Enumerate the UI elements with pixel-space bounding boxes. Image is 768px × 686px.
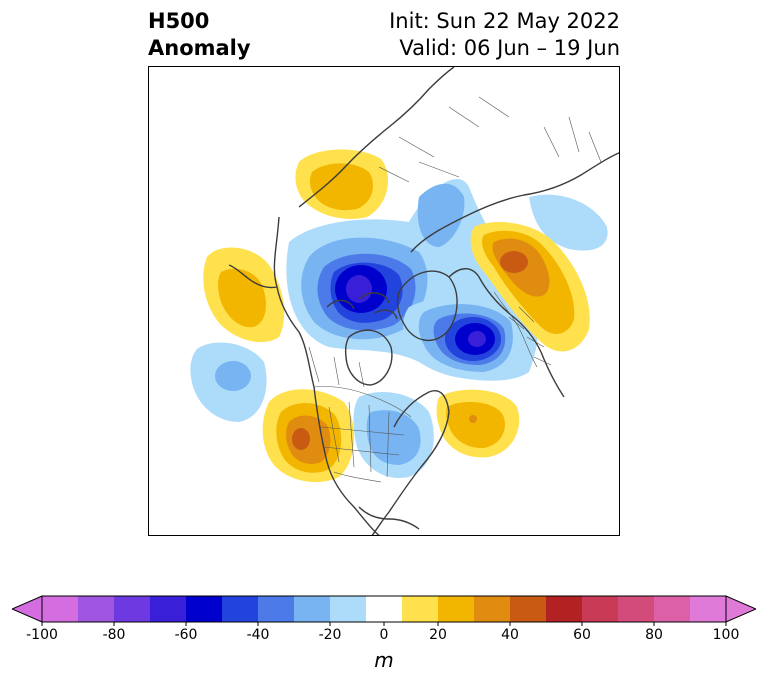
coastline-north-america-east: [371, 390, 450, 535]
coastline-greenland: [396, 270, 458, 341]
positive-anomaly-pacific-20: [218, 268, 266, 328]
colorbar-tick-label: 100: [712, 627, 740, 643]
init-date: Init: Sun 22 May 2022: [389, 9, 620, 33]
colorbar-segment: [222, 596, 259, 622]
colorbar-segment: [294, 596, 331, 622]
positive-anomaly-canada-20: [309, 163, 373, 211]
map-dates: Init: Sun 22 May 2022 Valid: 06 Jun – 19…: [389, 8, 620, 62]
colorbar-tick-label: 80: [645, 627, 663, 643]
colorbar-tick-label: 60: [573, 627, 591, 643]
coastline-central-america: [358, 506, 420, 530]
colorbar-segment: [186, 596, 223, 622]
colorbar-tick-label: -60: [174, 627, 198, 643]
map-title: H500 Anomaly: [148, 8, 251, 62]
border-asia-interior: [378, 136, 460, 183]
negative-anomaly-us-20: [366, 410, 421, 465]
negative-anomaly-east-60: [468, 331, 486, 347]
positive-anomaly-west-us-40: [292, 428, 310, 450]
colorbar-segment: [582, 596, 619, 622]
colorbar-tick-label: 20: [429, 627, 447, 643]
colorbar-segment: [42, 596, 79, 622]
political-borders: [308, 96, 602, 483]
border-russia-west: [493, 291, 538, 368]
coastline-alaska: [228, 264, 278, 289]
colorbar-tick-label: 40: [501, 627, 519, 643]
coastline-arctic-islands: [326, 292, 398, 320]
anomaly-fills: [190, 149, 608, 483]
border-us-canada: [313, 386, 412, 418]
anomaly-map: [149, 67, 619, 535]
positive-anomaly-eurasia-40: [500, 251, 528, 273]
colorbar-tick-label: -20: [318, 627, 342, 643]
border-asia-countries: [448, 96, 602, 163]
colorbar: [12, 595, 756, 626]
negative-anomaly-greenland: [417, 183, 465, 247]
colorbar-units: m: [374, 648, 394, 672]
map-edge-mask: [149, 285, 153, 319]
coastline-asia-pacific: [298, 67, 455, 208]
coastline-eurasia-north: [410, 152, 619, 253]
border-canada-provinces: [308, 346, 365, 388]
colorbar-segment: [366, 596, 403, 622]
positive-anomaly-atlantic-20: [446, 402, 505, 449]
title-field: Anomaly: [148, 36, 251, 60]
border-us-states-1: [328, 401, 390, 478]
colorbar-segment: [690, 596, 727, 622]
colorbar-segment: [438, 596, 475, 622]
colorbar-tick-label: -40: [246, 627, 270, 643]
coastline-hudson-bay: [344, 329, 393, 386]
coastlines: [228, 67, 619, 535]
border-mexico: [333, 471, 382, 483]
colorbar-tick-label: -100: [26, 627, 58, 643]
colorbar-segment: [150, 596, 187, 622]
negative-anomaly-siberia: [529, 194, 608, 251]
border-europe-countries: [508, 306, 552, 366]
colorbar-segment: [78, 596, 115, 622]
colorbar-segment: [654, 596, 691, 622]
map-panel: [148, 66, 620, 536]
colorbar-segment: [258, 596, 295, 622]
colorbar-over-arrow: [725, 595, 756, 623]
negative-anomaly-core-west-60: [346, 275, 372, 303]
border-us-states-2: [320, 426, 405, 456]
positive-anomaly-atlantic-30: [469, 415, 477, 423]
colorbar-segment: [618, 596, 655, 622]
colorbar-tick-label: -80: [102, 627, 126, 643]
colorbar-under-arrow: [12, 595, 43, 623]
negative-anomaly-pacific-20: [215, 361, 251, 391]
title-variable: H500: [148, 9, 210, 33]
colorbar-segment: [402, 596, 439, 622]
colorbar-tick-label: 0: [379, 627, 389, 643]
colorbar-segment: [510, 596, 547, 622]
colorbar-segment: [330, 596, 367, 622]
colorbar-segment: [546, 596, 583, 622]
valid-range: Valid: 06 Jun – 19 Jun: [399, 36, 620, 60]
colorbar-segment: [114, 596, 151, 622]
colorbar-segment: [474, 596, 511, 622]
